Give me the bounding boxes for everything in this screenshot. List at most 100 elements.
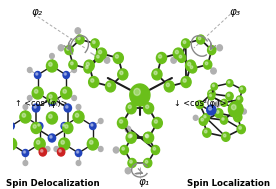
Circle shape <box>220 116 228 124</box>
Circle shape <box>175 50 179 54</box>
Circle shape <box>86 66 88 69</box>
Circle shape <box>63 71 70 78</box>
Text: ↓ <cos²(φᵢ)>: ↓ <cos²(φᵢ)> <box>174 98 226 108</box>
Circle shape <box>89 140 93 144</box>
Circle shape <box>73 111 84 123</box>
Circle shape <box>209 91 212 94</box>
Circle shape <box>63 89 67 93</box>
Circle shape <box>242 109 246 114</box>
Circle shape <box>38 124 40 126</box>
Circle shape <box>235 115 238 118</box>
Circle shape <box>65 46 73 55</box>
Circle shape <box>1 119 6 123</box>
Circle shape <box>45 146 50 152</box>
Text: ↑ <cos²(φᵢ)>: ↑ <cos²(φᵢ)> <box>15 98 68 108</box>
Circle shape <box>236 96 243 103</box>
Circle shape <box>145 134 148 137</box>
Circle shape <box>208 46 216 55</box>
Circle shape <box>126 103 136 114</box>
Circle shape <box>39 148 46 156</box>
Circle shape <box>181 77 191 88</box>
Text: φ₁: φ₁ <box>138 177 149 187</box>
Circle shape <box>76 160 81 166</box>
Circle shape <box>95 53 103 62</box>
Circle shape <box>185 60 196 71</box>
Circle shape <box>69 60 77 69</box>
Circle shape <box>89 77 99 88</box>
Circle shape <box>144 132 154 143</box>
Circle shape <box>66 106 68 108</box>
Circle shape <box>128 132 136 142</box>
Circle shape <box>128 134 131 138</box>
Circle shape <box>145 105 149 108</box>
Circle shape <box>153 147 156 150</box>
Circle shape <box>20 111 31 123</box>
Circle shape <box>188 62 191 66</box>
Circle shape <box>233 113 242 122</box>
Circle shape <box>57 148 65 156</box>
Circle shape <box>36 122 43 129</box>
Circle shape <box>99 119 103 123</box>
Circle shape <box>221 99 227 106</box>
Text: Spin Localization: Spin Localization <box>187 178 270 187</box>
Circle shape <box>113 53 123 64</box>
Circle shape <box>61 87 72 99</box>
Circle shape <box>134 88 140 95</box>
Circle shape <box>32 104 40 112</box>
Circle shape <box>87 138 98 150</box>
Circle shape <box>128 105 131 108</box>
Circle shape <box>54 146 59 152</box>
Text: Spin Delocalization: Spin Delocalization <box>6 178 100 187</box>
Circle shape <box>183 79 186 82</box>
Circle shape <box>27 95 32 101</box>
Circle shape <box>99 50 102 54</box>
Circle shape <box>209 94 211 97</box>
Circle shape <box>72 67 76 73</box>
Circle shape <box>128 159 136 167</box>
Circle shape <box>152 118 162 129</box>
Circle shape <box>223 134 226 137</box>
Circle shape <box>177 53 186 62</box>
Circle shape <box>130 160 132 163</box>
Circle shape <box>64 73 66 75</box>
Circle shape <box>154 120 158 123</box>
Circle shape <box>211 83 217 90</box>
Circle shape <box>215 109 223 118</box>
Circle shape <box>61 122 67 129</box>
Circle shape <box>144 103 154 114</box>
Circle shape <box>34 138 45 150</box>
Circle shape <box>8 122 14 129</box>
Circle shape <box>196 101 203 108</box>
Circle shape <box>96 48 107 59</box>
Circle shape <box>171 57 176 63</box>
Circle shape <box>76 35 84 44</box>
Circle shape <box>125 126 131 132</box>
Circle shape <box>75 113 79 117</box>
Circle shape <box>36 140 40 144</box>
Circle shape <box>49 114 52 118</box>
Circle shape <box>34 106 36 108</box>
Circle shape <box>76 105 81 109</box>
Circle shape <box>59 150 61 152</box>
Circle shape <box>130 84 150 106</box>
Text: φ₃: φ₃ <box>230 7 241 17</box>
Circle shape <box>32 87 43 99</box>
Circle shape <box>207 105 216 115</box>
Circle shape <box>75 149 82 156</box>
Circle shape <box>118 118 128 129</box>
Circle shape <box>239 126 242 129</box>
Circle shape <box>222 118 224 120</box>
Circle shape <box>36 73 38 75</box>
Circle shape <box>92 41 95 44</box>
Circle shape <box>222 132 230 141</box>
Circle shape <box>120 120 123 123</box>
Circle shape <box>144 132 152 142</box>
Circle shape <box>226 92 233 100</box>
Circle shape <box>158 55 162 58</box>
Circle shape <box>151 146 160 154</box>
Circle shape <box>182 39 190 48</box>
Circle shape <box>193 115 198 120</box>
Circle shape <box>198 102 200 105</box>
Circle shape <box>145 134 149 138</box>
Circle shape <box>97 55 99 58</box>
